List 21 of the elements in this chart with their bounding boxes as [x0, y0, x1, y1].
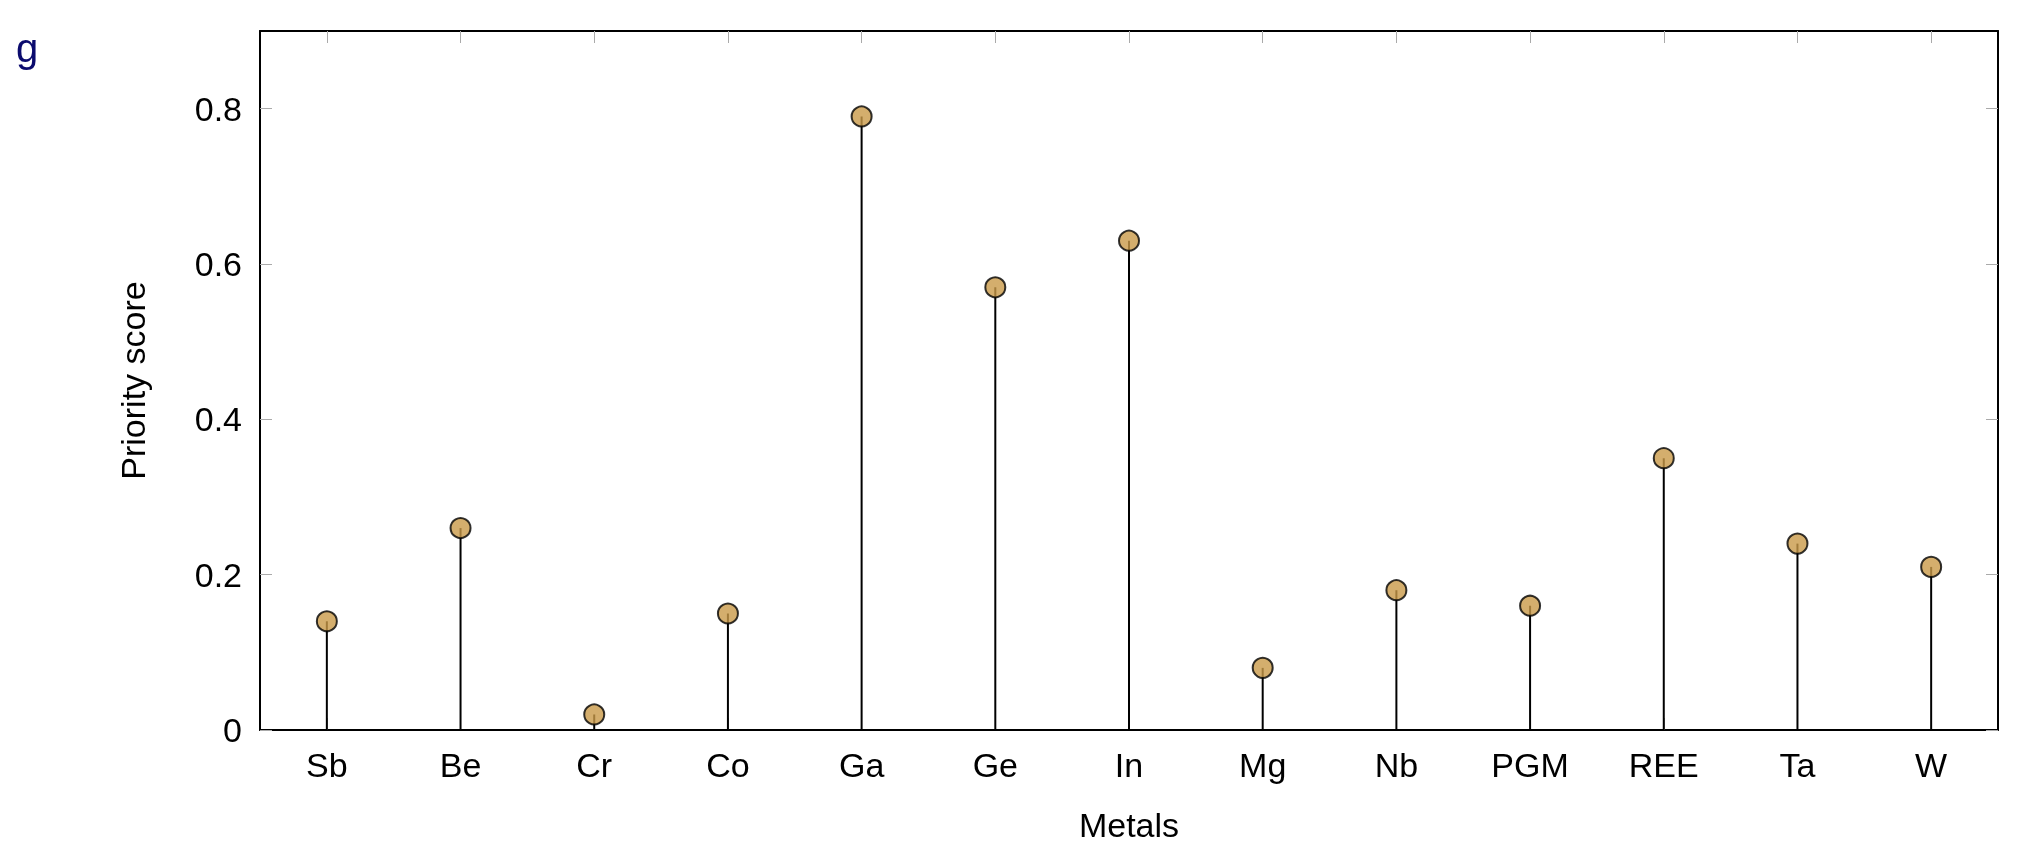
- x-axis-title: Metals: [1078, 806, 1180, 844]
- x-tick-label: Sb: [306, 746, 348, 784]
- x-tick-label: Mg: [1239, 746, 1287, 784]
- x-tick-label: Be: [439, 746, 482, 784]
- x-tick-label: PGM: [1491, 746, 1569, 784]
- x-tick-label: REE: [1628, 746, 1699, 784]
- x-tick-label: Ta: [1779, 746, 1816, 784]
- y-tick-label: 0.4: [194, 400, 242, 439]
- y-axis-title: Priority score: [114, 281, 152, 480]
- text: g: [16, 26, 39, 70]
- x-tick-label: Co: [706, 746, 750, 784]
- y-tick-label: 0.6: [194, 245, 242, 283]
- y-tick-label: 0: [223, 711, 242, 749]
- x-tick-label: In: [1114, 746, 1144, 784]
- x-tick-label: Nb: [1374, 746, 1419, 784]
- x-tick-label: W: [1915, 746, 1948, 784]
- x-tick-label: Ga: [838, 746, 885, 784]
- x-tick-label: Ge: [972, 746, 1018, 784]
- x-tick-label: Cr: [576, 746, 613, 784]
- y-tick-label: 0.2: [194, 555, 242, 594]
- y-tick-label: 0.8: [194, 89, 242, 128]
